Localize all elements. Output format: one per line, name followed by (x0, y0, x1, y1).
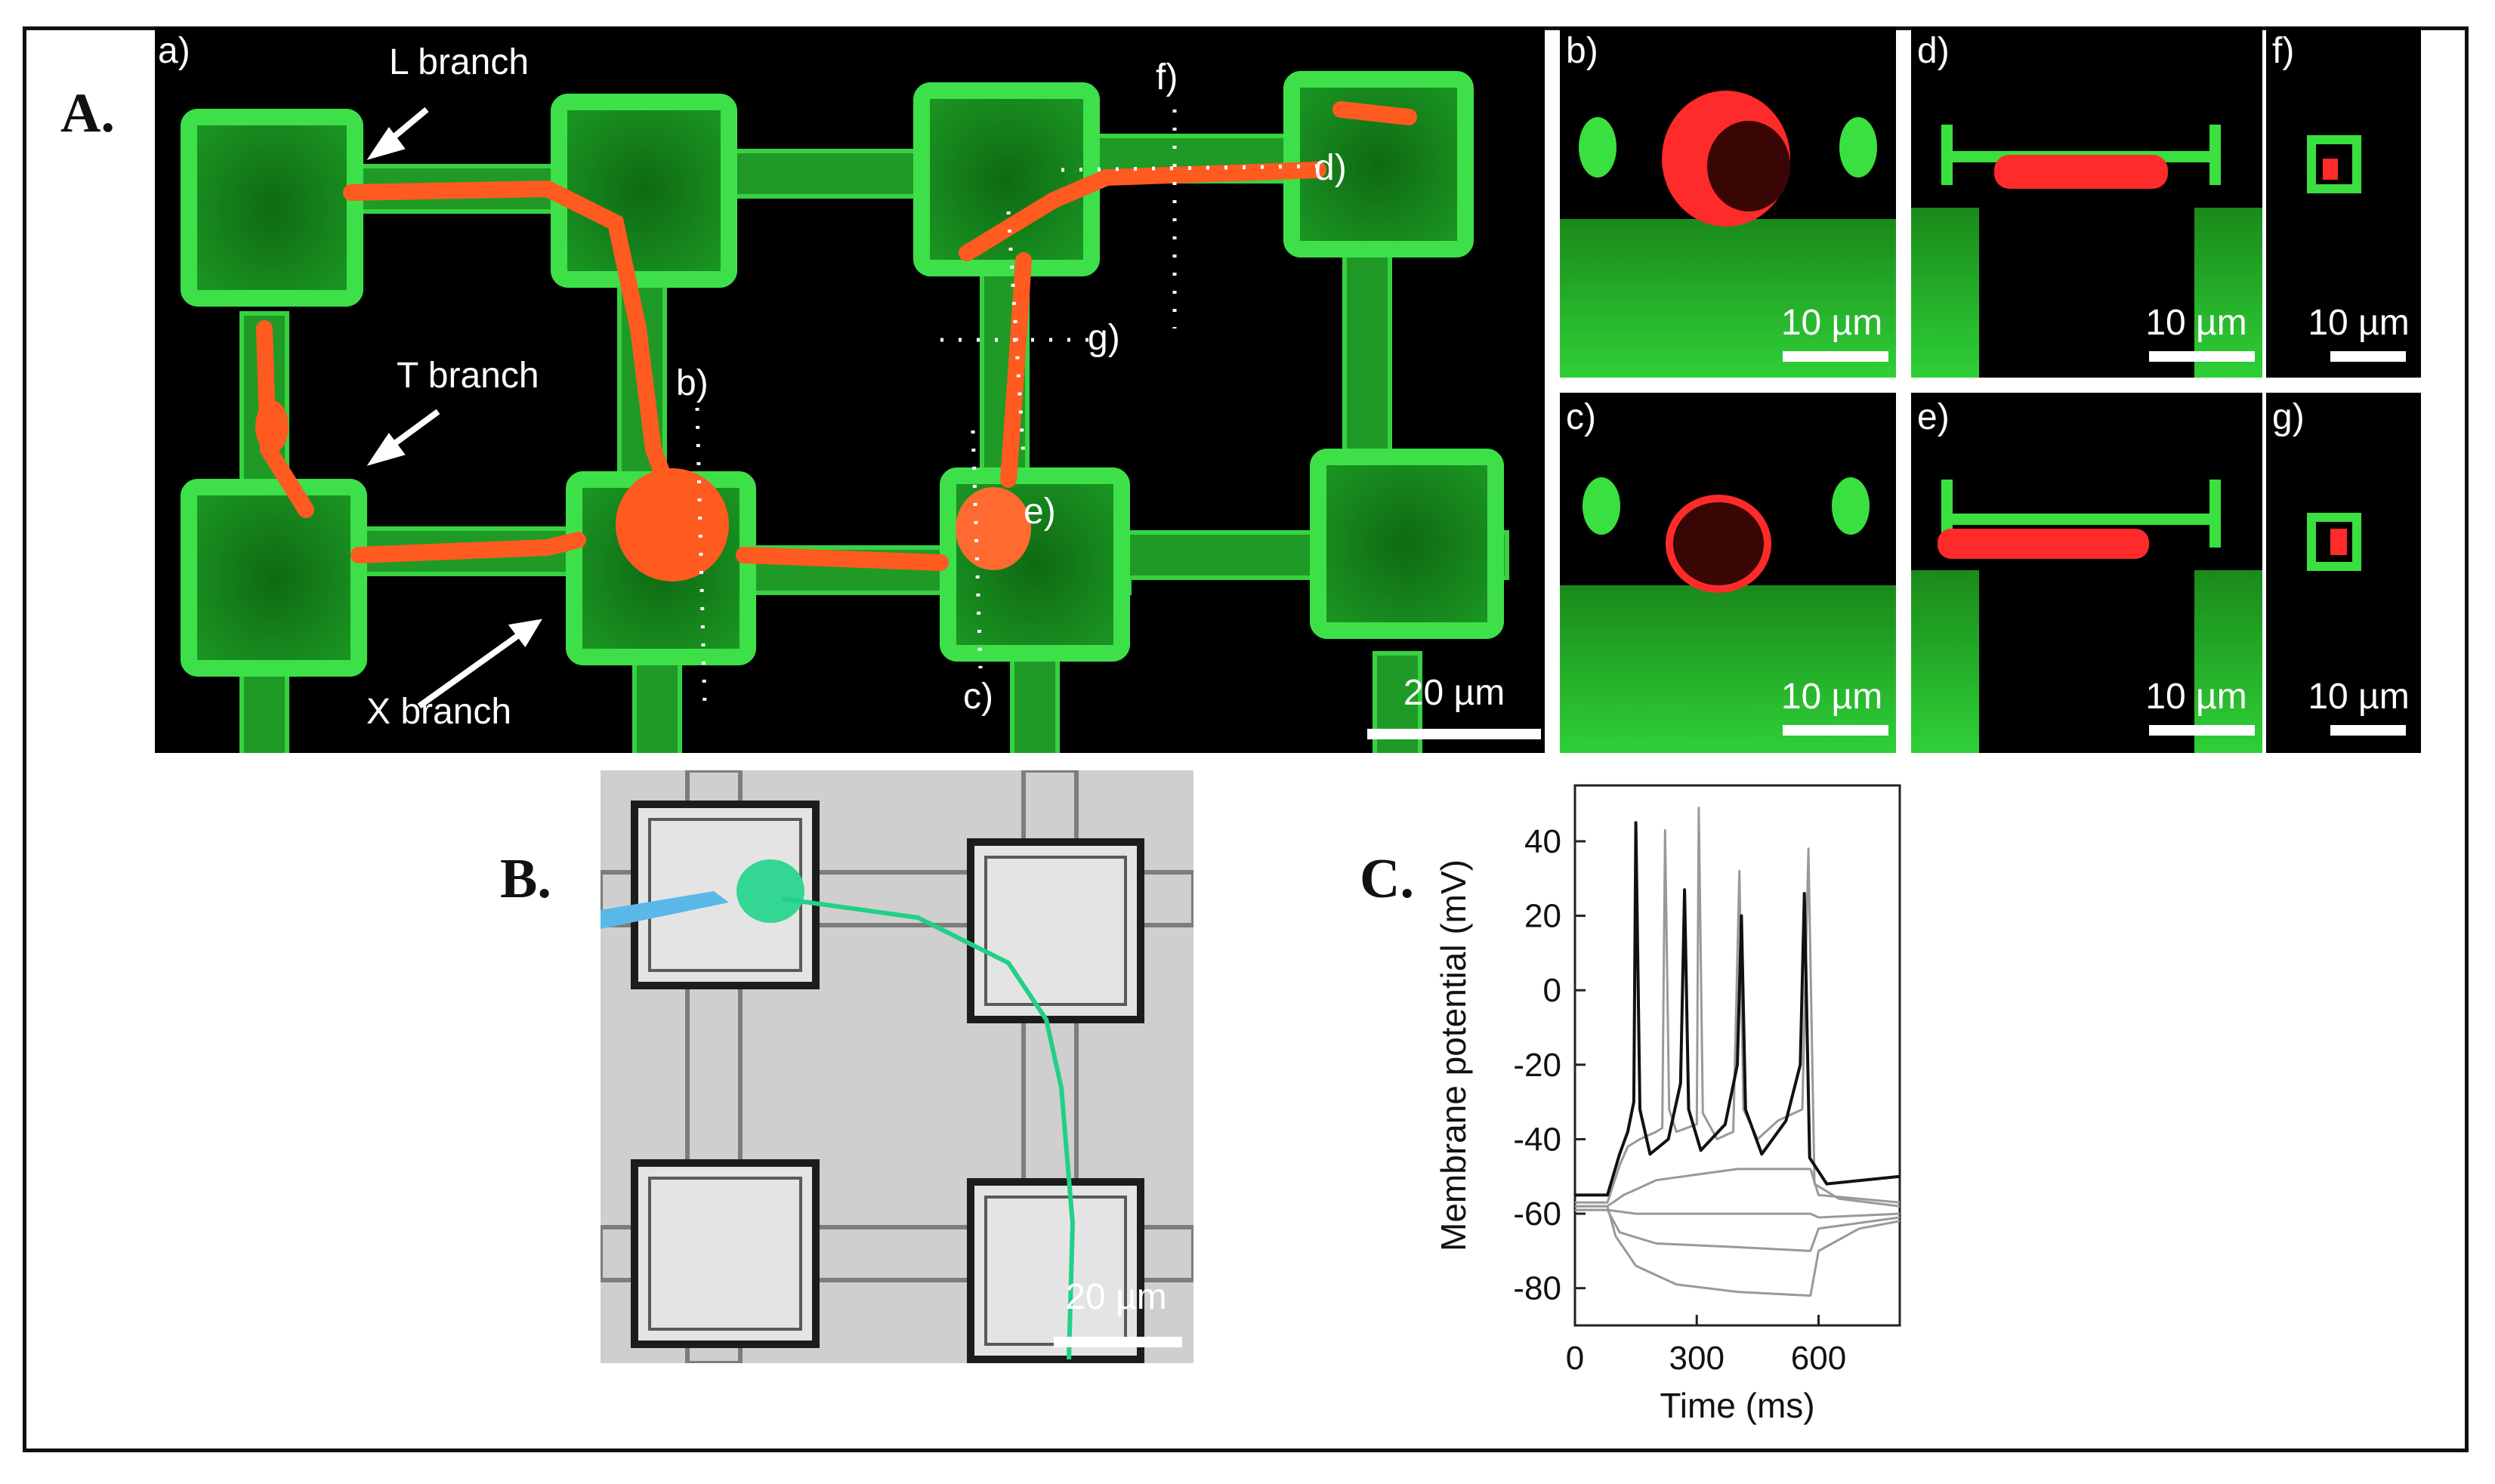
panel-b-image: 20 µm (601, 770, 1193, 1363)
inset-label-f: f) (2272, 31, 2295, 71)
scale-bar (2330, 725, 2406, 736)
x-tick-label: 600 (1791, 1340, 1846, 1377)
y-tick-label: 0 (1543, 972, 1561, 1009)
branch-arrows (366, 106, 542, 709)
branch-label-l: L branch (389, 42, 530, 82)
inset-f: f) 10 µm (2266, 26, 2421, 378)
scale-label: 10 µm (2145, 303, 2247, 343)
y-tick-label: -60 (1513, 1196, 1561, 1233)
soma (956, 487, 1031, 570)
series-line (1575, 1208, 1901, 1219)
x-axis-label: Time (ms) (1660, 1386, 1814, 1425)
panel-letter-a: A. (60, 82, 115, 144)
scale-label: 10 µm (2308, 677, 2410, 717)
y-tick-label: -40 (1513, 1121, 1561, 1158)
series-line (1575, 1205, 1901, 1297)
y-tick-label: 40 (1524, 823, 1561, 860)
panel-a-main-image: a) L branch T branch X branch b) c) d) e… (155, 26, 1545, 753)
inset-label-g: g) (2272, 397, 2305, 437)
scale-bar (2149, 725, 2255, 736)
soma (616, 468, 729, 582)
inset-e: e) 10 µm (1911, 393, 2262, 753)
inset-label-c: c) (1566, 397, 1596, 437)
y-tick-label: -20 (1513, 1047, 1561, 1084)
inset-label-d: d) (1917, 31, 1950, 71)
y-axis-label: Membrane potential (mV) (1434, 859, 1473, 1251)
inset-g: g) 10 µm (2266, 393, 2421, 753)
scale-bar (1783, 351, 1888, 362)
scaffold-rendering (181, 71, 1509, 753)
inset-label-b: b) (1566, 31, 1598, 71)
neurite-trace (781, 896, 1076, 1360)
series-line (1575, 1168, 1901, 1208)
inset-c: c) 10 µm (1560, 393, 1896, 753)
scale-label: 10 µm (1780, 677, 1883, 717)
patched-soma (736, 859, 804, 923)
branch-label-t: T branch (397, 356, 539, 396)
scale-bar (1054, 1337, 1182, 1347)
y-tick-label: 20 (1524, 898, 1561, 935)
scale-bar (2149, 351, 2255, 362)
brightfield-scaffold (601, 770, 1193, 1363)
scaffold-boxes (181, 71, 1504, 677)
series-line (1575, 807, 1901, 1208)
section-marker-b: b) (676, 363, 709, 403)
section-marker-e: e) (1024, 492, 1056, 532)
scale-label: 20 µm (1403, 673, 1505, 713)
scale-bar (1367, 729, 1541, 739)
sublabel-a: a) (158, 31, 190, 71)
scale-label: 10 µm (2145, 677, 2247, 717)
scale-label: 10 µm (1780, 303, 1883, 343)
scale-bar (1783, 725, 1888, 736)
y-tick-label: -80 (1513, 1270, 1561, 1307)
x-tick-label: 0 (1566, 1340, 1584, 1377)
section-marker-f: f) (1156, 57, 1178, 97)
panel-letter-b: B. (500, 848, 551, 910)
series-line (1575, 1208, 1901, 1252)
panel-letter-c: C. (1360, 848, 1414, 910)
section-marker-d: d) (1314, 148, 1347, 188)
soma (255, 400, 289, 453)
inset-b: b) 10 µm (1560, 26, 1896, 378)
section-marker-g: g) (1088, 318, 1120, 358)
scale-label: 20 µm (1065, 1277, 1167, 1317)
series-line (1575, 821, 1901, 1197)
neurites (256, 101, 1417, 571)
x-tick-label: 300 (1669, 1340, 1725, 1377)
inset-label-e: e) (1917, 397, 1950, 437)
section-marker-c: c) (963, 677, 993, 717)
plot-frame (1573, 784, 1901, 1327)
branch-label-x: X branch (366, 692, 512, 732)
scale-label: 10 µm (2308, 303, 2410, 343)
scale-bar (2330, 351, 2406, 362)
inset-d: d) 10 µm (1911, 26, 2262, 378)
section-lines (695, 110, 1319, 707)
pipette (601, 891, 729, 929)
